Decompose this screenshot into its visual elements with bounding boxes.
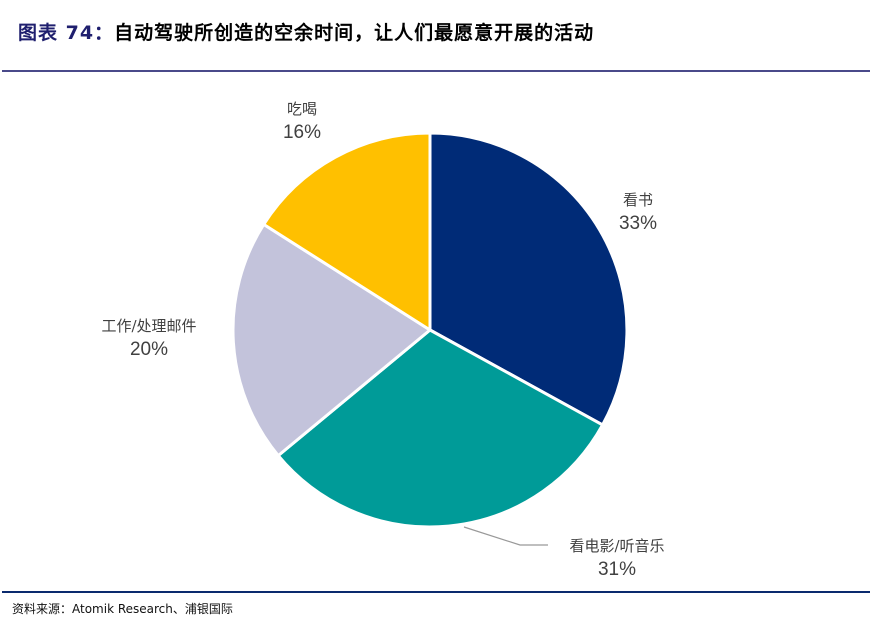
figure-title-text: 自动驾驶所创造的空余时间，让人们最愿意开展的活动 xyxy=(114,22,595,44)
label-work-email-name: 工作/处理邮件 xyxy=(101,317,197,335)
top-divider xyxy=(2,70,870,72)
label-work-email-pct: 20% xyxy=(129,339,169,360)
slice-eat-drink xyxy=(262,131,432,332)
label-eat-drink-name: 吃喝 xyxy=(286,100,317,118)
label-reading: 看书 33% xyxy=(619,188,657,236)
figure-number: 图表 74： xyxy=(18,22,115,44)
label-eat-drink-pct: 16% xyxy=(282,122,322,143)
label-movies-music-pct: 31% xyxy=(597,559,637,580)
bottom-divider xyxy=(2,591,870,593)
label-movies-music-name: 看电影/听音乐 xyxy=(569,537,665,555)
source-note: 资料来源：Atomik Research、浦银国际 xyxy=(12,602,233,616)
slice-movies-music xyxy=(276,328,605,529)
figure-title: 图表 74：自动驾驶所创造的空余时间，让人们最愿意开展的活动 xyxy=(18,18,594,45)
label-reading-pct: 33% xyxy=(618,213,658,234)
leader-line-movies-music xyxy=(463,526,548,546)
label-eat-drink: 吃喝 16% xyxy=(283,97,321,145)
label-work-email: 工作/处理邮件 20% xyxy=(101,314,196,362)
slice-work-email xyxy=(231,222,432,458)
slice-reading xyxy=(428,131,629,427)
label-reading-name: 看书 xyxy=(622,191,653,209)
label-movies-music: 看电影/听音乐 31% xyxy=(569,534,664,582)
